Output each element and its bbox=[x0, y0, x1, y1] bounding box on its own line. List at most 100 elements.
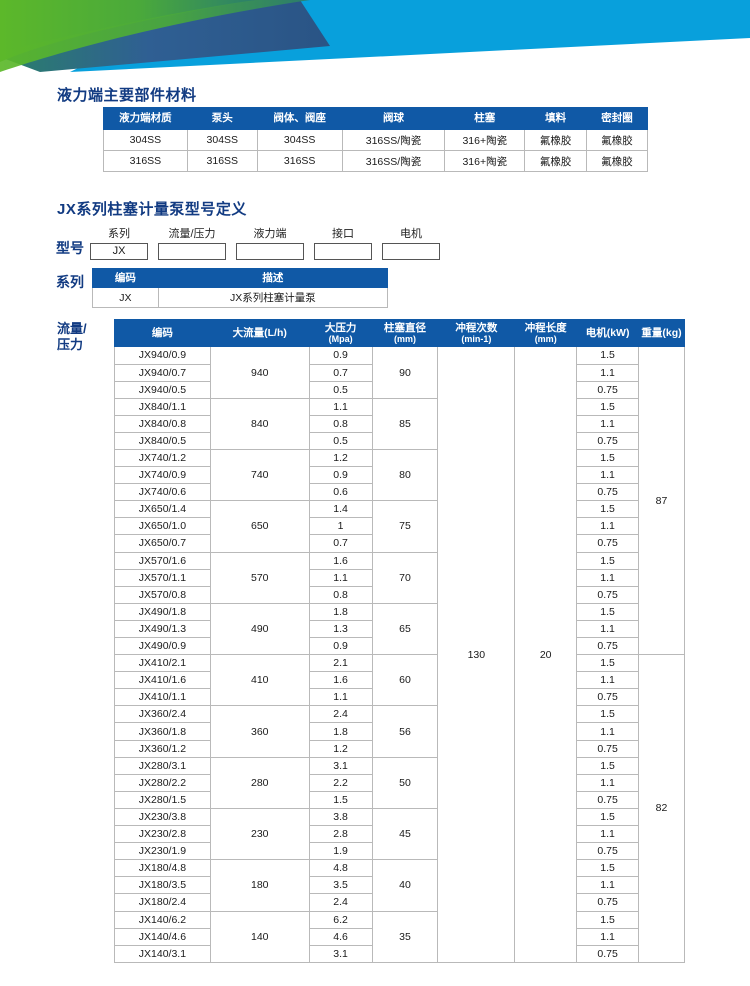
spec-cell-code: JX840/1.1 bbox=[114, 397, 211, 416]
table-row: JX840/1.1 840 1.1 85 1.5 bbox=[114, 397, 685, 450]
spec-cell-pressure: 0.7 bbox=[308, 534, 373, 553]
spec-cell-pressure: 3.1 bbox=[308, 756, 373, 775]
spec-cell-code: JX410/1.6 bbox=[114, 671, 211, 690]
spec-cell-motor-power: 0.75 bbox=[576, 944, 640, 963]
material-table-header-row: 液力端材质 泵头 阀体、阀座 阀球 柱塞 填料 密封圈 bbox=[103, 107, 648, 130]
material-section-title: 液力端主要部件材料 bbox=[57, 87, 197, 104]
material-cell: 氟橡胶 bbox=[524, 150, 588, 172]
spec-cell-code: JX740/0.6 bbox=[114, 483, 211, 502]
material-cell: 氟橡胶 bbox=[586, 150, 648, 172]
spec-cell-motor-power: 1.5 bbox=[576, 346, 640, 365]
spec-cell-flow: 140 bbox=[209, 910, 310, 963]
spec-cell-pressure: 4.8 bbox=[308, 859, 373, 878]
spec-col-plunger-unit: (mm) bbox=[393, 334, 416, 345]
code-input-motor[interactable] bbox=[382, 243, 440, 260]
spec-col-weight: 重量(kg) bbox=[638, 318, 685, 348]
spec-cell-pressure: 1.6 bbox=[308, 551, 373, 570]
spec-cell-code: JX230/1.9 bbox=[114, 842, 211, 861]
material-col-6: 密封圈 bbox=[586, 107, 648, 130]
material-cell: 氟橡胶 bbox=[586, 129, 648, 151]
spec-cell-code: JX740/1.2 bbox=[114, 448, 211, 468]
material-cell: 316SS bbox=[186, 150, 258, 172]
spec-cell-motor-power: 1.1 bbox=[576, 722, 640, 741]
spec-cell-flow: 490 bbox=[209, 602, 310, 656]
spec-cell-plunger-diameter: 70 bbox=[371, 551, 439, 604]
spec-col-stroke-rate-unit: (min-1) bbox=[461, 334, 492, 345]
spec-cell-motor-power: 0.75 bbox=[576, 893, 640, 912]
spec-cell-code: JX940/0.5 bbox=[114, 380, 211, 399]
series-table: 编码 描述 JX JX系列柱塞计量泵 bbox=[92, 267, 389, 309]
table-row: JX650/1.4 650 1.4 75 1.5 bbox=[114, 500, 685, 553]
spec-cell-pressure: 0.9 bbox=[308, 346, 373, 365]
spec-cell-pressure: 2.2 bbox=[308, 773, 373, 792]
spec-cell-plunger-diameter: 90 bbox=[371, 346, 439, 399]
spec-cell-code: JX140/6.2 bbox=[114, 910, 211, 929]
spec-cell-flow: 840 bbox=[209, 397, 310, 450]
spec-col-stroke-rate-main: 冲程次数 bbox=[455, 322, 498, 334]
spec-cell-plunger-diameter: 65 bbox=[371, 602, 439, 656]
spec-cell-flow: 740 bbox=[209, 448, 310, 502]
code-caption: 系列 bbox=[108, 228, 130, 240]
banner-green-shape bbox=[0, 0, 255, 62]
series-block-label: 系列 bbox=[56, 274, 84, 290]
material-col-1: 泵头 bbox=[186, 107, 258, 130]
material-cell: 304SS bbox=[256, 129, 343, 151]
spec-cell-motor-power: 1.5 bbox=[576, 602, 640, 621]
code-group-liquid-end: 液力端 bbox=[236, 225, 304, 260]
code-input-flow-pressure[interactable] bbox=[158, 243, 226, 260]
spec-cell-pressure: 2.4 bbox=[308, 893, 373, 912]
spec-cell-motor-power: 1.5 bbox=[576, 500, 640, 519]
spec-cell-pressure: 1.4 bbox=[308, 500, 373, 519]
spec-cell-code: JX570/1.6 bbox=[114, 551, 211, 570]
spec-col-stroke-length: 冲程长度 (mm) bbox=[514, 318, 578, 348]
series-col-code: 编码 bbox=[92, 267, 159, 289]
spec-cell-plunger-diameter: 40 bbox=[371, 859, 439, 912]
spec-cell-pressure: 3.1 bbox=[308, 944, 373, 963]
material-cell: 316+陶瓷 bbox=[444, 150, 526, 172]
spec-cell-motor-power: 0.75 bbox=[576, 842, 640, 861]
table-row: JX280/1.5 1.5 0.75 bbox=[114, 790, 685, 809]
spec-cell-code: JX650/1.0 bbox=[114, 517, 211, 536]
spec-cell-pressure: 1.8 bbox=[308, 722, 373, 741]
spec-cell-plunger-diameter: 85 bbox=[371, 397, 439, 450]
table-row: JX140/3.1 3.1 0.75 bbox=[114, 944, 685, 963]
spec-cell-code: JX140/3.1 bbox=[114, 944, 211, 963]
spec-cell-code: JX570/1.1 bbox=[114, 568, 211, 587]
spec-cell-motor-power: 1.1 bbox=[576, 825, 640, 844]
table-row: JX410/1.6 1.6 1.1 bbox=[114, 671, 685, 690]
spec-table: 编码 大流量(L/h) 大压力 (Mpa) 柱塞直径 (mm) 冲程次数 (mi… bbox=[114, 318, 685, 963]
spec-cell-motor-power: 1.5 bbox=[576, 807, 640, 827]
spec-side-label-line2: 压力 bbox=[57, 337, 84, 353]
spec-cell-code: JX650/0.7 bbox=[114, 534, 211, 553]
spec-cell-motor-power: 1.5 bbox=[576, 705, 640, 724]
spec-col-stroke-length-main: 冲程长度 bbox=[524, 322, 567, 334]
code-input-liquid-end[interactable] bbox=[236, 243, 304, 260]
spec-cell-motor-power: 0.75 bbox=[576, 380, 640, 399]
spec-cell-pressure: 0.9 bbox=[308, 636, 373, 656]
material-table: 液力端材质 泵头 阀体、阀座 阀球 柱塞 填料 密封圈 304SS 304SS … bbox=[103, 107, 648, 172]
spec-cell-motor-power: 0.75 bbox=[576, 534, 640, 553]
spec-cell-code: JX840/0.8 bbox=[114, 414, 211, 433]
spec-cell-motor-power: 1.5 bbox=[576, 910, 640, 929]
table-row: JX360/2.4 360 2.4 56 1.5 bbox=[114, 705, 685, 758]
spec-cell-pressure: 0.8 bbox=[308, 585, 373, 604]
spec-cell-pressure: 4.6 bbox=[308, 927, 373, 946]
spec-cell-motor-power: 1.1 bbox=[576, 671, 640, 690]
spec-cell-motor-power: 0.75 bbox=[576, 688, 640, 707]
spec-cell-flow: 650 bbox=[209, 500, 310, 553]
spec-cell-pressure: 1.9 bbox=[308, 842, 373, 861]
spec-cell-flow: 940 bbox=[209, 346, 310, 399]
spec-cell-code: JX280/3.1 bbox=[114, 756, 211, 775]
spec-cell-motor-power: 1.1 bbox=[576, 619, 640, 639]
spec-cell-motor-power: 1.1 bbox=[576, 363, 640, 382]
table-row: JX180/3.5 3.5 1.1 bbox=[114, 876, 685, 895]
table-row: 304SS 304SS 304SS 316SS/陶瓷 316+陶瓷 氟橡胶 氟橡… bbox=[103, 129, 648, 151]
material-col-2: 阀体、阀座 bbox=[256, 107, 343, 130]
code-input-interface[interactable] bbox=[314, 243, 372, 260]
spec-cell-code: JX360/2.4 bbox=[114, 705, 211, 724]
code-input-series[interactable]: JX bbox=[90, 243, 148, 260]
spec-cell-flow: 230 bbox=[209, 807, 310, 861]
table-row: JX740/0.9 0.9 1.1 bbox=[114, 466, 685, 485]
spec-cell-motor-power: 1.5 bbox=[576, 859, 640, 878]
spec-cell-motor-power: 0.75 bbox=[576, 585, 640, 604]
